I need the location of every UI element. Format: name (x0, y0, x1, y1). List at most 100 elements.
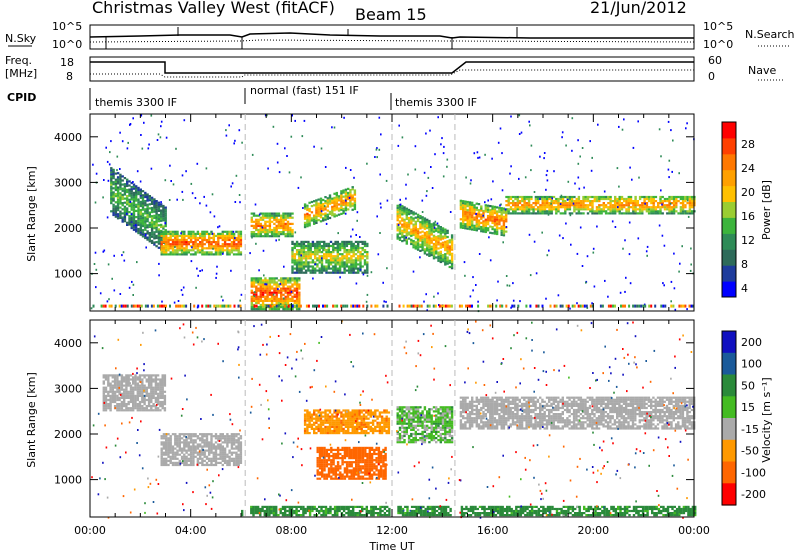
power-cell (223, 245, 227, 248)
power-cell (264, 291, 267, 294)
velocity-cell (159, 392, 162, 395)
power-cell (570, 212, 574, 215)
power-band-cell (402, 304, 405, 308)
power-cell (426, 226, 429, 230)
power-cell (289, 235, 292, 238)
velocity-cell (330, 469, 333, 472)
power-noise-cell (130, 213, 133, 216)
velocity-cell (341, 463, 344, 466)
power-cell (228, 243, 231, 246)
power-cell (495, 226, 499, 229)
power-noise-cell (194, 197, 197, 199)
velocity-cell (345, 461, 349, 464)
velocity-cell (316, 446, 319, 449)
power-cell (160, 203, 163, 206)
velocity-cell (348, 450, 351, 454)
power-cell (261, 228, 265, 232)
velocity-cell (366, 473, 369, 476)
velocity-cell (185, 451, 188, 454)
velocity-cell (102, 409, 105, 412)
power-cell (295, 287, 299, 290)
power-cell (423, 242, 427, 245)
power-cell (414, 222, 417, 225)
power-cell (273, 216, 276, 219)
power-cell (421, 249, 424, 252)
power-cell (268, 214, 272, 217)
power-cell (137, 209, 140, 212)
power-cell (437, 257, 440, 260)
power-band-cell (458, 304, 461, 308)
power-cell (230, 236, 234, 240)
power-cell (327, 271, 330, 274)
power-cell (293, 263, 296, 266)
power-cell (228, 253, 231, 256)
power-cell (316, 257, 319, 260)
power-cell (153, 220, 156, 224)
power-cell (340, 206, 343, 209)
power-cell (589, 208, 592, 211)
power-cell (268, 289, 272, 292)
power-cell (303, 213, 307, 216)
power-cell (137, 186, 140, 189)
power-cell (132, 200, 136, 203)
velocity-cell (102, 386, 105, 389)
velocity-cell (187, 459, 190, 462)
power-cell (282, 233, 285, 236)
power-cell (282, 224, 285, 227)
power-cell (153, 243, 156, 246)
velocity-cell (132, 409, 135, 412)
power-noise-cell (414, 145, 417, 148)
power-cell (210, 247, 213, 250)
power-cell (505, 200, 508, 203)
power-cell (403, 222, 406, 225)
power-cell (261, 303, 265, 307)
power-cell (444, 232, 447, 235)
power-cell (325, 271, 328, 274)
power-cell (593, 197, 596, 201)
velocity-cell (187, 453, 190, 456)
power-cell (160, 236, 163, 239)
velocity-cell (125, 396, 128, 399)
power-cell (625, 212, 628, 215)
power-cell (412, 240, 415, 243)
power-noise-cell (180, 289, 183, 292)
power-cell (340, 208, 343, 211)
power-cell (150, 211, 154, 214)
velocity-cell (368, 463, 371, 466)
power-cell (139, 213, 142, 216)
power-cell (426, 218, 429, 221)
power-cell (322, 217, 325, 220)
power-cell (264, 279, 267, 282)
power-cell (264, 231, 267, 234)
power-cell (277, 291, 281, 294)
power-cell (324, 214, 327, 217)
power-cell (252, 231, 256, 234)
velocity-cell (232, 435, 236, 438)
velocity-cell (230, 453, 234, 456)
velocity-cell (154, 407, 158, 410)
power-cell (304, 244, 308, 248)
power-cell (335, 191, 338, 195)
power-cell (471, 214, 474, 217)
power-cell (541, 195, 544, 199)
power-cell (126, 199, 129, 202)
velocity-cell (230, 445, 234, 448)
power-cell (419, 235, 422, 238)
velocity-cell (127, 390, 130, 393)
power-cell (137, 190, 140, 194)
power-noise-cell (131, 280, 133, 283)
power-band-cell (513, 304, 516, 308)
power-cell (430, 237, 433, 240)
power-cell (280, 293, 283, 296)
power-cell (130, 225, 133, 228)
power-cell (661, 206, 664, 209)
power-cell (270, 301, 274, 305)
power-cell (266, 214, 269, 217)
power-cell (261, 224, 265, 227)
power-cell (155, 212, 158, 215)
power-cell (466, 221, 469, 224)
velocity-cell (161, 382, 164, 385)
power-cell (459, 203, 463, 206)
velocity-cell (147, 382, 151, 385)
velocity-cell (219, 445, 222, 448)
